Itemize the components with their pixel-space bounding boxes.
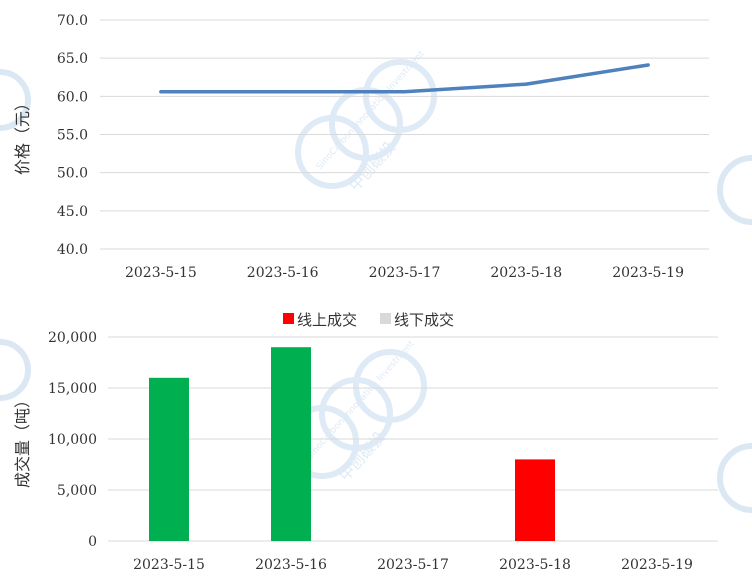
price-y-axis-label: 价格（元） <box>13 95 32 175</box>
price-y-tick-labels: 70.0 65.0 60.0 55.0 50.0 45.0 40.0 <box>57 13 88 258</box>
price-x-tick: 2023-5-15 <box>125 265 197 281</box>
price-y-tick: 65.0 <box>57 51 88 67</box>
volume-x-tick: 2023-5-17 <box>377 557 449 573</box>
price-y-tick: 40.0 <box>57 242 88 258</box>
watermark-text-cn: 中创碳投 <box>336 428 390 485</box>
price-y-tick: 50.0 <box>57 166 88 182</box>
volume-y-tick: 5,000 <box>57 483 97 499</box>
price-x-tick: 2023-5-17 <box>369 265 441 281</box>
volume-y-tick: 15,000 <box>48 381 97 397</box>
legend-label: 线下成交 <box>394 311 454 329</box>
price-x-tick: 2023-5-16 <box>247 265 319 281</box>
volume-x-tick: 2023-5-19 <box>621 557 693 573</box>
volume-y-tick-labels: 20,000 15,000 10,000 5,000 0 <box>48 330 97 550</box>
price-point <box>524 82 528 86</box>
volume-bar <box>271 347 311 541</box>
price-y-tick: 45.0 <box>57 204 88 220</box>
price-gridlines <box>100 19 709 250</box>
legend-swatch <box>380 313 391 324</box>
price-y-tick: 60.0 <box>57 89 88 105</box>
volume-x-tick: 2023-5-16 <box>255 557 327 573</box>
volume-y-tick: 10,000 <box>48 432 97 448</box>
volume-legend: 线上成交 线下成交 <box>283 311 454 329</box>
volume-y-tick: 0 <box>88 534 97 550</box>
watermark-ring <box>0 69 31 131</box>
volume-y-tick: 20,000 <box>48 330 97 346</box>
price-y-tick: 55.0 <box>57 128 88 144</box>
volume-x-tick: 2023-5-18 <box>499 557 571 573</box>
legend-swatch <box>283 313 294 324</box>
volume-bar <box>515 459 555 541</box>
price-x-tick: 2023-5-19 <box>612 265 684 281</box>
price-y-tick: 70.0 <box>57 13 88 29</box>
watermark-ring <box>0 339 31 401</box>
price-x-tick-labels: 2023-5-15 2023-5-16 2023-5-17 2023-5-18 2023… <box>125 265 684 281</box>
volume-bars <box>149 347 555 541</box>
price-point <box>646 63 650 67</box>
price-point <box>281 90 285 94</box>
price-series <box>159 63 650 94</box>
price-point <box>402 90 407 94</box>
legend-label: 线上成交 <box>297 311 357 329</box>
volume-bar <box>149 377 189 541</box>
price-x-tick: 2023-5-18 <box>490 265 562 281</box>
volume-x-tick: 2023-5-15 <box>133 557 205 573</box>
volume-gridlines <box>108 336 718 542</box>
volume-x-tick-labels: 2023-5-15 2023-5-16 2023-5-17 2023-5-18 2023… <box>133 557 693 573</box>
watermark-text-cn: 中创碳投 <box>346 138 400 195</box>
price-line-chart: 70.065.060.055.050.045.040.0 2023-5-15 20… <box>13 13 709 281</box>
watermark-ring <box>717 155 752 225</box>
volume-y-axis-label: 成交量（吨） <box>13 392 32 488</box>
watermark-ring <box>717 443 752 513</box>
price-point <box>159 90 163 94</box>
watermark-ring <box>353 349 427 423</box>
